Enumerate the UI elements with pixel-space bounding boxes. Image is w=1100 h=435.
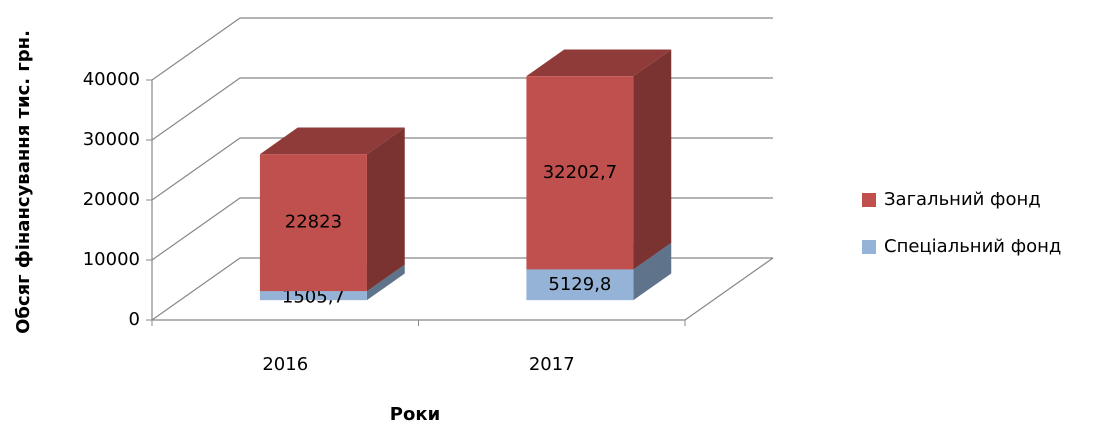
legend-swatch bbox=[862, 193, 876, 207]
data-label: 32202,7 bbox=[543, 162, 617, 183]
y-tick-label: 0 bbox=[129, 309, 140, 330]
grid-line bbox=[151, 17, 773, 81]
bar-side bbox=[366, 127, 405, 292]
bar bbox=[259, 291, 367, 301]
grid-line bbox=[151, 137, 773, 201]
y-axis-title: Обсяг фінансування тис. грн. bbox=[13, 30, 34, 334]
legend-label: Загальний фонд bbox=[884, 189, 1041, 210]
y-tick-label: 40000 bbox=[83, 69, 140, 90]
bar bbox=[259, 154, 367, 292]
bar bbox=[526, 76, 634, 270]
data-label: 5129,8 bbox=[548, 274, 611, 295]
data-label: 22823 bbox=[285, 212, 342, 233]
y-tick-label: 10000 bbox=[83, 249, 140, 270]
bar-top bbox=[259, 127, 405, 155]
y-tick-label: 30000 bbox=[83, 129, 140, 150]
grid-line bbox=[151, 77, 773, 141]
legend-label: Спеціальний фонд bbox=[884, 236, 1061, 257]
data-label: 1505,7 bbox=[282, 287, 345, 308]
x-axis-title: Роки bbox=[390, 404, 440, 425]
grid-line bbox=[151, 257, 773, 321]
x-tick-label: 2017 bbox=[529, 354, 575, 375]
bar-side bbox=[633, 49, 672, 270]
legend-swatch bbox=[862, 240, 876, 254]
bar-side bbox=[633, 242, 672, 301]
bar-top bbox=[526, 49, 672, 77]
floor bbox=[152, 257, 774, 321]
y-tick-label: 20000 bbox=[83, 189, 140, 210]
bar-side bbox=[366, 264, 405, 301]
grid-line bbox=[151, 197, 773, 261]
x-tick-label: 2016 bbox=[262, 354, 308, 375]
bar bbox=[526, 269, 634, 301]
